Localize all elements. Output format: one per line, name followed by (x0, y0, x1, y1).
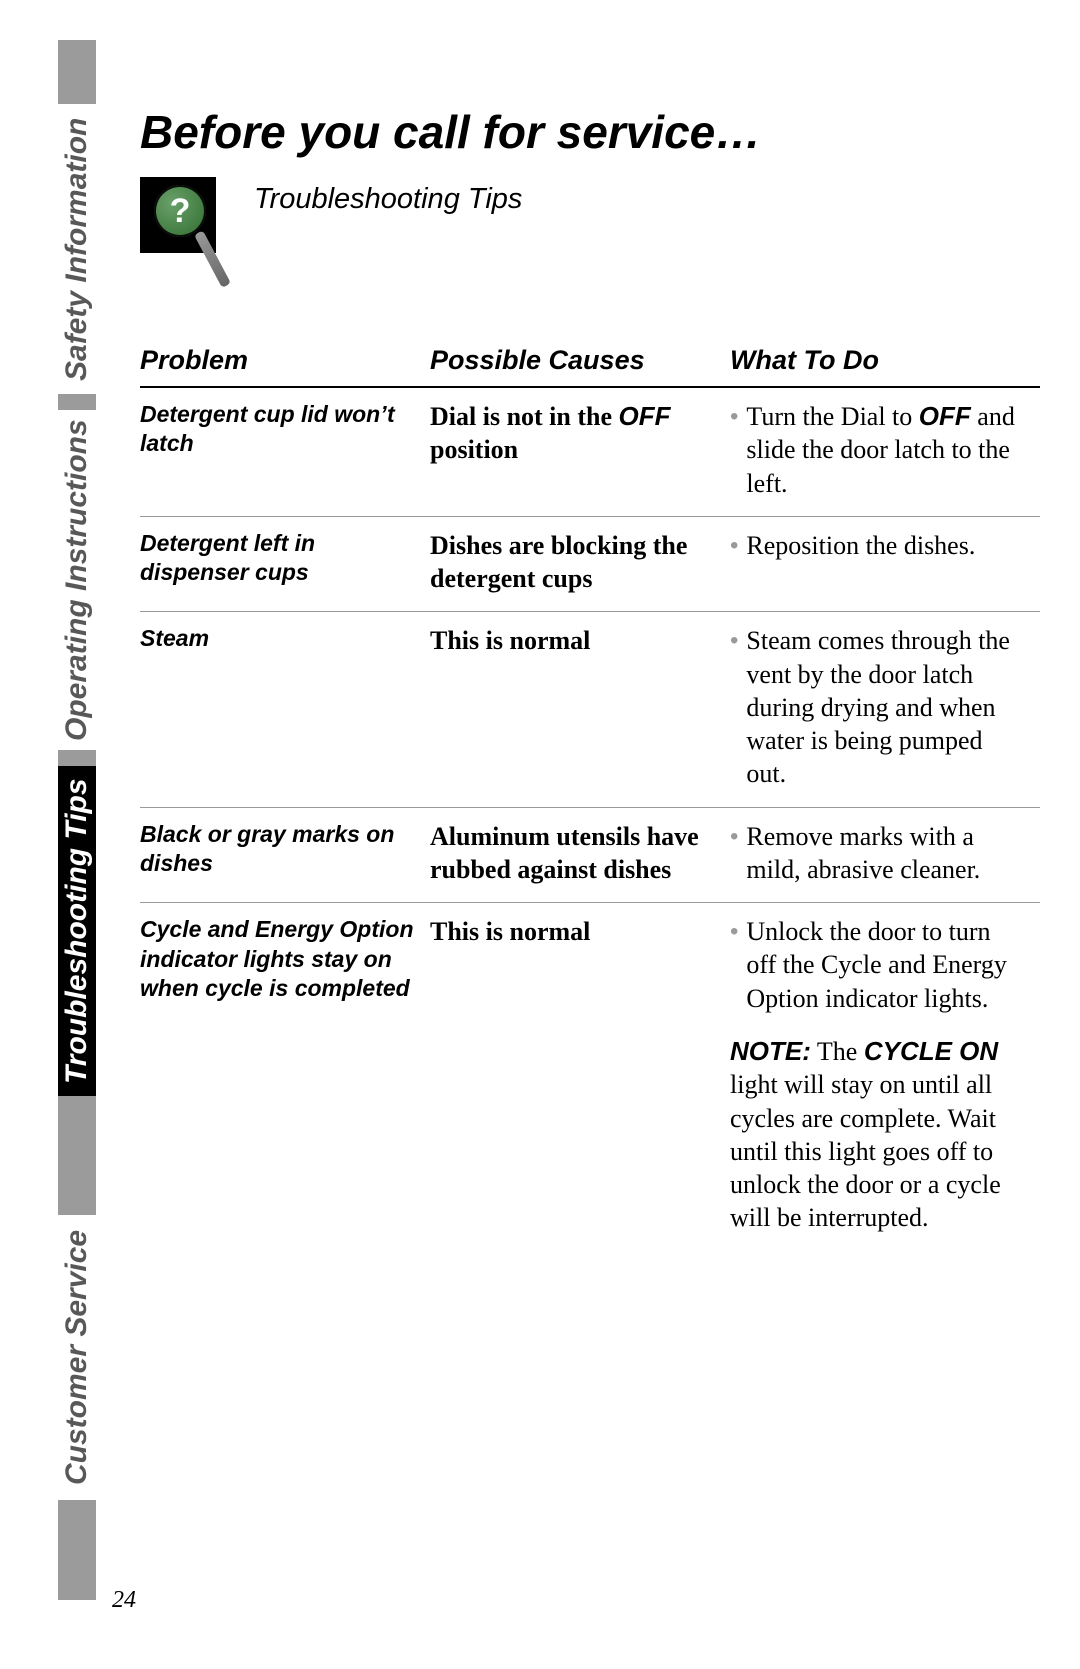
sidebar-tab-safety: Safety Information (58, 104, 96, 394)
todo-text: Turn the Dial to OFF and slide the door … (746, 400, 1026, 500)
page-subtitle: Troubleshooting Tips (254, 177, 522, 216)
bullet-icon: • (730, 915, 738, 1015)
table-row: Detergent cup lid won’t latch Dial is no… (140, 387, 1040, 516)
cause-text: Dial is not in the OFF position (430, 402, 671, 464)
troubleshooting-table: Problem Possible Causes What To Do Deter… (140, 337, 1040, 1251)
cause-text: This is normal (430, 917, 590, 946)
bullet-icon: • (730, 529, 738, 562)
sidebar-tab-customer: Customer Service (58, 1215, 96, 1500)
page-number: 24 (112, 1587, 136, 1614)
question-mark-glyph: ? (170, 194, 191, 228)
problem-text: Cycle and Energy Option indicator lights… (140, 915, 416, 1003)
page-title: Before you call for service… (140, 105, 1040, 159)
sidebar-tab-troubleshooting: Troubleshooting Tips (58, 766, 96, 1096)
problem-text: Detergent cup lid won’t latch (140, 400, 416, 459)
page-content: Before you call for service… ? Troublesh… (140, 105, 1040, 1251)
bullet-icon: • (730, 400, 738, 500)
table-header-row: Problem Possible Causes What To Do (140, 337, 1040, 387)
problem-text: Steam (140, 624, 416, 653)
cause-text: Aluminum utensils have rubbed against di… (430, 822, 699, 884)
table-row: Steam This is normal • Steam comes throu… (140, 612, 1040, 807)
sidebar-tab-band: Safety Information Operating Instruction… (58, 40, 96, 1600)
todo-text: Remove marks with a mild, abrasive clean… (746, 820, 1026, 887)
todo-text: Steam comes through the vent by the door… (746, 624, 1026, 790)
col-header-todo: What To Do (730, 337, 1040, 387)
bullet-icon: • (730, 624, 738, 790)
todo-text: Reposition the dishes. (746, 529, 975, 562)
col-header-cause: Possible Causes (430, 337, 730, 387)
table-row: Detergent left in dispenser cups Dishes … (140, 516, 1040, 612)
sidebar-gap (96, 40, 102, 1600)
problem-text: Black or gray marks on dishes (140, 820, 416, 879)
note-label: NOTE: (730, 1036, 811, 1066)
todo-note: NOTE: The CYCLE ON light will stay on un… (730, 1035, 1026, 1235)
magnifier-question-icon: ? (140, 177, 236, 297)
sidebar-tab-operating: Operating Instructions (58, 410, 96, 750)
bullet-icon: • (730, 820, 738, 887)
subheading-row: ? Troubleshooting Tips (140, 177, 1040, 297)
todo-text: Unlock the door to turn off the Cycle an… (746, 915, 1026, 1015)
table-row: Black or gray marks on dishes Aluminum u… (140, 807, 1040, 903)
problem-text: Detergent left in dispenser cups (140, 529, 416, 588)
col-header-problem: Problem (140, 337, 430, 387)
table-row: Cycle and Energy Option indicator lights… (140, 903, 1040, 1251)
cause-text: This is normal (430, 626, 590, 655)
cause-text: Dishes are blocking the detergent cups (430, 531, 687, 593)
